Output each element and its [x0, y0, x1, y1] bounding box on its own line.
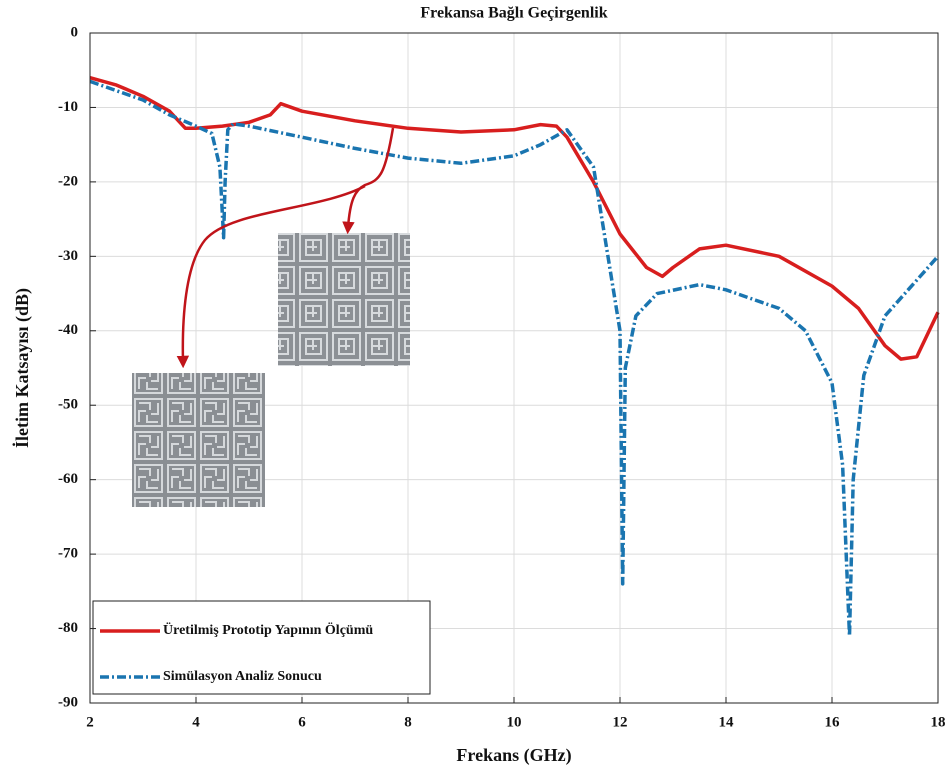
x-tick-label: 4 — [192, 714, 200, 730]
x-tick-label: 16 — [825, 714, 841, 730]
inset-image — [278, 233, 410, 366]
x-tick-label: 6 — [298, 714, 306, 730]
x-tick-label: 12 — [613, 714, 628, 730]
legend-label: Simülasyon Analiz Sonucu — [163, 669, 322, 684]
x-axis-label: Frekans (GHz) — [456, 745, 571, 766]
inset-image — [132, 373, 265, 507]
x-tick-label: 2 — [86, 714, 94, 730]
arrow — [342, 127, 395, 235]
y-tick-label: -50 — [58, 397, 78, 413]
arrow — [176, 184, 366, 369]
y-tick-label: -20 — [58, 173, 78, 189]
x-tick-label: 10 — [507, 714, 522, 730]
y-tick-label: -30 — [58, 248, 78, 264]
y-tick-label: -60 — [58, 471, 78, 487]
y-tick-label: 0 — [71, 24, 79, 40]
y-tick-label: -80 — [58, 620, 78, 636]
y-tick-label: -90 — [58, 694, 78, 710]
legend: Üretilmiş Prototip Yapının Ölçümü Simülas… — [92, 600, 431, 695]
y-tick-label: -40 — [58, 322, 78, 338]
chart-title: Frekansa Bağlı Geçirgenlik — [420, 5, 607, 22]
y-tick-label: -70 — [58, 546, 78, 562]
x-tick-label: 14 — [719, 714, 735, 730]
y-tick-label: -10 — [58, 99, 78, 115]
legend-box — [92, 600, 431, 695]
x-tick-label: 8 — [404, 714, 412, 730]
y-axis-label: İletim Katsayısı (dB) — [12, 288, 33, 448]
legend-label: Üretilmiş Prototip Yapının Ölçümü — [163, 621, 373, 638]
x-tick-label: 18 — [931, 714, 946, 730]
